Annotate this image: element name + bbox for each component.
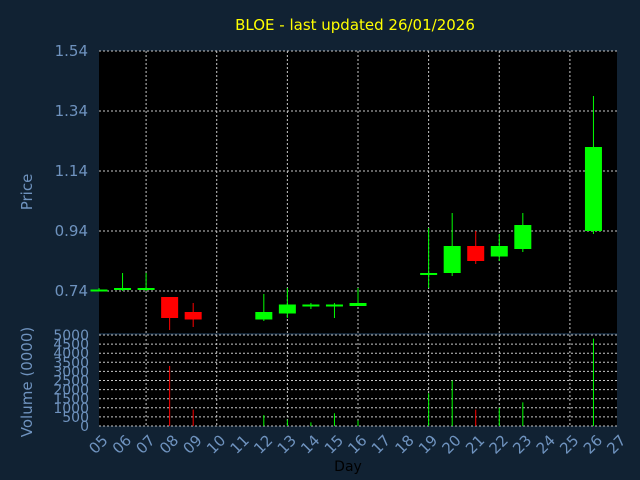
price-tick-label: 0.94 [55,222,88,240]
chart-title: BLOE - last updated 26/01/2026 [235,16,475,34]
x-axis-label: Day [334,459,362,475]
price-tick-label: 1.14 [55,162,88,180]
candle-body [584,147,602,231]
volume-tick-label: 1500 [53,392,89,408]
candle-body [161,297,179,318]
candles [90,96,602,330]
volume-bars [169,338,594,426]
candle-body [514,225,532,249]
volume-tick-label: 500 [62,410,89,426]
volume-tick-label: 4000 [53,346,89,362]
price-tick-label: 1.34 [55,102,88,120]
volume-tick-label: 5000 [53,328,89,344]
candle-body [443,246,461,273]
volume-grid [99,334,617,427]
volume-tick-label: 0 [80,419,89,435]
candle-body [467,246,485,261]
candle-body [325,304,343,307]
candle-body [349,303,367,306]
candle-body [90,289,108,292]
candle-body [420,273,438,275]
volume-axis-label: Volume (0000) [18,327,36,437]
price-tick-label: 0.74 [55,282,88,300]
x-axis: 0506070809101112131415161718192021222324… [85,431,629,457]
volume-tick-label: 3000 [53,364,89,380]
price-grid [99,50,617,333]
volume-tick-label: 2500 [53,374,89,390]
candle-body [137,288,155,290]
candle-body [302,304,320,307]
candle-body [114,288,132,290]
candle-body [278,304,296,314]
price-tick-label: 1.54 [55,42,88,60]
volume-tick-label: 2000 [53,383,89,399]
candle-body [184,312,202,320]
candle-body [255,312,273,320]
candle-body [490,246,508,257]
volume-tick-label: 4500 [53,337,89,353]
volume-tick-label: 1000 [53,401,89,417]
price-axis-label: Price [18,174,36,211]
price-axis: 1.54 1.34 1.14 0.94 0.74 [55,42,88,300]
volume-tick-label: 3500 [53,355,89,371]
